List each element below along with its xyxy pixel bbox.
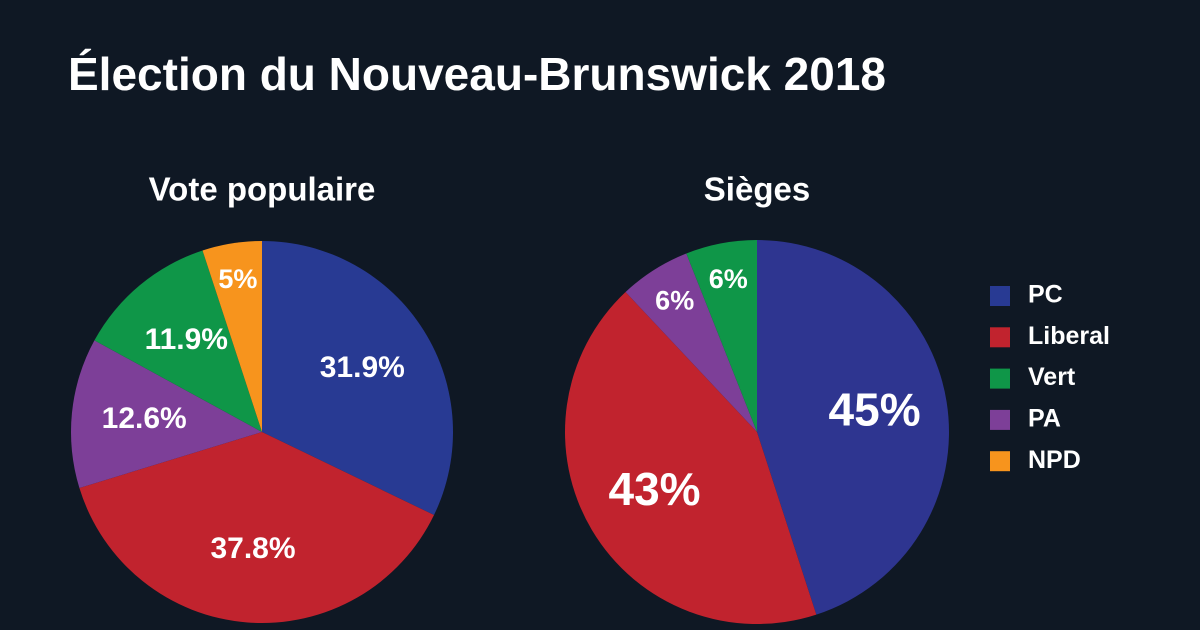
data-label: 12.6% (102, 402, 187, 435)
pie-title: Sièges (704, 171, 810, 208)
data-label: 5% (218, 264, 257, 294)
pie-slice (94, 250, 262, 432)
data-label: 11.9% (145, 323, 228, 356)
pie-slice (262, 241, 453, 516)
legend-swatch (990, 409, 1010, 430)
legend-label: NPD (1028, 446, 1081, 474)
legend-swatch (990, 327, 1010, 348)
legend-label: Vert (1028, 363, 1076, 391)
pie-slice (71, 340, 263, 489)
pie-title: Vote populaire (149, 171, 376, 208)
data-label: 6% (655, 285, 694, 315)
legend-label: PC (1028, 281, 1063, 309)
pie-slice (757, 240, 949, 615)
pie-slice (686, 240, 757, 432)
legend-swatch (990, 451, 1010, 472)
data-label: 6% (709, 264, 748, 294)
pie-slice (202, 241, 262, 432)
pie-slice (565, 292, 817, 624)
page-title: Élection du Nouveau-Brunswick 2018 (68, 48, 886, 100)
legend-label: Liberal (1028, 322, 1110, 350)
data-label: 45% (829, 384, 921, 436)
pie-slice (625, 253, 757, 432)
data-label: 43% (608, 463, 700, 515)
legend-swatch (990, 368, 1010, 389)
data-label: 31.9% (320, 351, 405, 384)
legend-swatch (990, 286, 1010, 306)
data-label: 37.8% (210, 532, 295, 565)
pie-slice (79, 432, 435, 624)
legend-label: PA (1028, 405, 1061, 433)
